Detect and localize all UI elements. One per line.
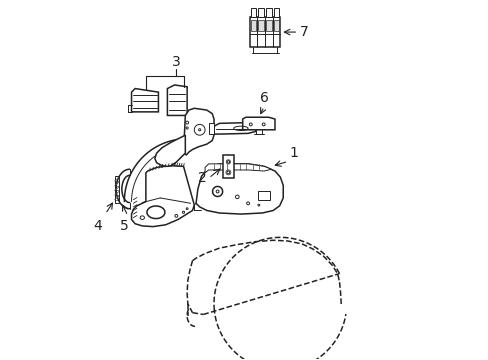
Polygon shape (265, 8, 271, 17)
Polygon shape (131, 89, 158, 112)
Polygon shape (250, 8, 256, 17)
Polygon shape (273, 8, 279, 17)
Polygon shape (214, 123, 257, 134)
Polygon shape (265, 20, 271, 31)
Text: 1: 1 (289, 146, 298, 160)
Polygon shape (183, 108, 214, 155)
Polygon shape (155, 135, 185, 166)
Polygon shape (208, 123, 214, 134)
Text: 5: 5 (120, 220, 128, 233)
Polygon shape (131, 166, 194, 226)
Polygon shape (273, 20, 279, 31)
Text: 3: 3 (172, 55, 181, 69)
Text: 7: 7 (300, 25, 308, 39)
Polygon shape (167, 85, 187, 116)
Text: 2: 2 (198, 171, 206, 185)
Polygon shape (115, 176, 119, 203)
Text: 4: 4 (93, 220, 102, 233)
Polygon shape (258, 191, 269, 200)
Polygon shape (258, 8, 264, 17)
Polygon shape (242, 117, 274, 130)
Polygon shape (258, 20, 264, 31)
Polygon shape (196, 164, 283, 214)
Polygon shape (223, 155, 233, 178)
Polygon shape (249, 17, 280, 47)
Polygon shape (204, 164, 271, 173)
Text: 6: 6 (259, 91, 268, 105)
Polygon shape (250, 20, 256, 31)
